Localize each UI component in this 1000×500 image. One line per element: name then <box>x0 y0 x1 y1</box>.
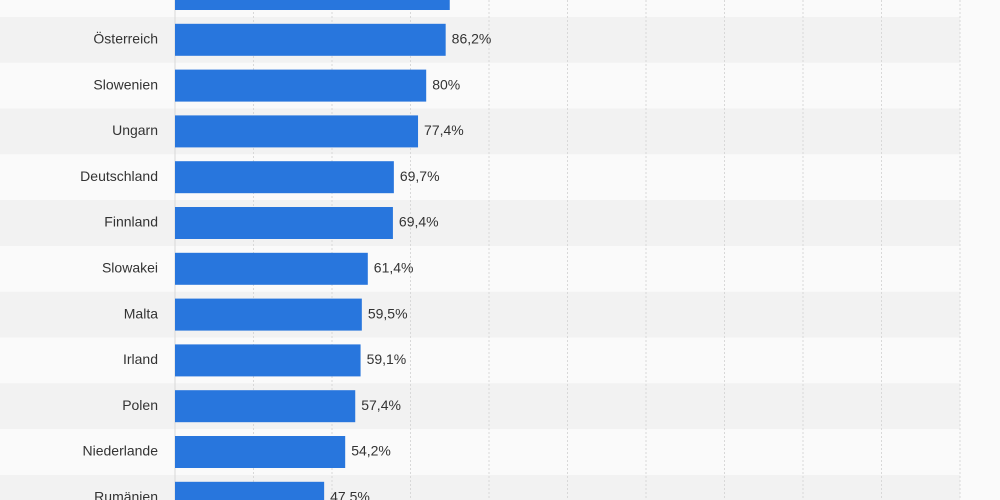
y-tick-label: Slowenien <box>93 76 158 92</box>
row-stripe <box>0 108 960 155</box>
bar <box>175 115 419 148</box>
row-stripe <box>0 16 960 63</box>
bar <box>175 0 450 10</box>
bar <box>175 344 361 377</box>
data-label: 57,4% <box>361 397 401 413</box>
bar <box>175 298 362 331</box>
row-stripe <box>0 383 960 430</box>
data-label: 59,1% <box>367 351 407 367</box>
y-tick-label: Ungarn <box>112 122 158 138</box>
y-tick-label: Deutschland <box>80 168 158 184</box>
data-label: 69,4% <box>399 214 439 230</box>
bar <box>175 161 394 194</box>
y-tick-label: Irland <box>123 351 158 367</box>
data-label: 59,5% <box>368 305 408 321</box>
bar <box>175 481 325 500</box>
data-label: 54,2% <box>351 443 391 459</box>
data-label: 77,4% <box>424 122 464 138</box>
data-label: 69,7% <box>400 168 440 184</box>
bar <box>175 207 393 239</box>
data-label: 80% <box>432 76 460 92</box>
bar <box>175 436 346 468</box>
bar <box>175 252 368 285</box>
y-tick-label: Slowakei <box>102 260 158 276</box>
y-tick-label: Österreich <box>93 30 158 47</box>
row-stripe <box>0 474 960 500</box>
bar <box>175 390 356 423</box>
bar <box>175 69 427 102</box>
data-label: 86,2% <box>452 31 492 47</box>
data-label: 47,5% <box>330 489 370 500</box>
data-label: 61,4% <box>374 260 414 276</box>
y-tick-label: Polen <box>122 397 158 413</box>
row-stripe <box>0 291 960 338</box>
row-stripe <box>0 200 960 246</box>
y-tick-label: Rumänien <box>94 489 158 500</box>
y-tick-label: Finnland <box>104 214 158 230</box>
y-tick-label: Malta <box>124 305 158 321</box>
bar <box>175 23 446 56</box>
y-tick-label: Niederlande <box>83 443 159 459</box>
